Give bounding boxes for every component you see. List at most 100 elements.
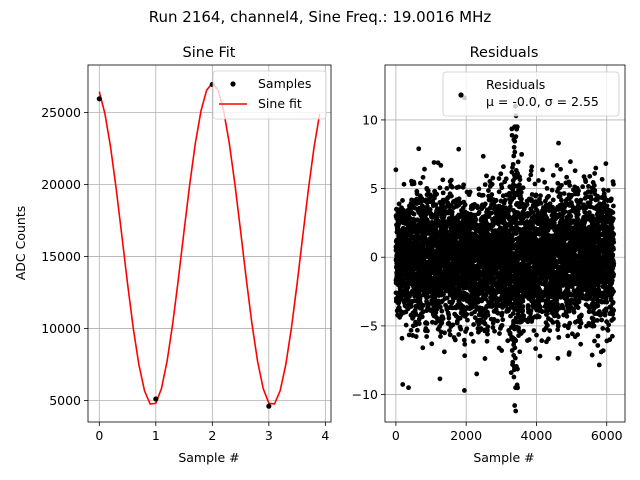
- residual-point: [464, 326, 470, 332]
- residual-point: [444, 186, 450, 191]
- sine-fit-ytick-label: 15000: [41, 249, 81, 264]
- residual-point: [521, 313, 527, 319]
- residual-point: [440, 177, 446, 183]
- residual-point: [519, 151, 525, 157]
- residual-point: [482, 356, 488, 361]
- residual-point: [536, 178, 541, 183]
- residual-point: [520, 185, 526, 191]
- residual-point: [470, 339, 476, 344]
- residual-point: [514, 124, 520, 130]
- residual-point: [546, 336, 551, 342]
- residual-point: [501, 164, 506, 170]
- residual-point: [413, 334, 419, 339]
- residual-point: [499, 310, 505, 316]
- residual-point: [498, 171, 504, 177]
- residual-point: [512, 345, 518, 351]
- sine-fit-title: Sine Fit: [183, 45, 236, 61]
- residual-point: [427, 207, 433, 212]
- residual-point: [555, 355, 561, 361]
- residual-point: [520, 308, 526, 314]
- legend-sine-fit-label: Sine fit: [258, 96, 302, 111]
- residual-point: [399, 335, 405, 341]
- residual-point: [465, 317, 470, 323]
- residual-point: [449, 193, 454, 199]
- residual-point: [462, 353, 468, 359]
- sine-fit-xtick-label: 4: [321, 428, 329, 443]
- residual-point: [531, 328, 537, 333]
- residual-point: [406, 385, 411, 391]
- residual-point: [502, 215, 508, 221]
- residual-point: [550, 197, 556, 203]
- residual-point: [464, 311, 470, 317]
- residual-point: [538, 200, 544, 206]
- residual-point: [532, 181, 538, 187]
- residual-point: [538, 193, 543, 199]
- residual-point: [396, 201, 402, 207]
- sine-fit-xtick-label: 2: [208, 428, 216, 443]
- sine-fit-plot-area: [96, 81, 321, 409]
- residual-point: [558, 197, 564, 203]
- residual-point: [444, 295, 450, 301]
- sample-point: [153, 396, 159, 402]
- figure-title: Run 2164, channel4, Sine Freq.: 19.0016 …: [149, 8, 492, 26]
- residual-point: [484, 173, 489, 179]
- residual-point: [496, 189, 502, 195]
- residual-point: [425, 294, 431, 300]
- residual-point: [496, 176, 502, 181]
- residual-point: [484, 338, 490, 344]
- residual-point: [512, 138, 518, 144]
- residual-point: [497, 331, 502, 336]
- residual-point: [400, 382, 406, 387]
- residual-point: [446, 315, 452, 321]
- residual-point: [536, 314, 542, 320]
- sine-fit-ylabel: ADC Counts: [13, 206, 28, 281]
- residual-point: [449, 209, 455, 215]
- residual-point: [425, 328, 430, 334]
- residual-point: [489, 192, 495, 197]
- residual-point: [518, 189, 524, 195]
- residual-point: [517, 349, 523, 355]
- residual-point: [461, 182, 467, 188]
- sine-fit-legend-box: [212, 70, 327, 120]
- residual-point: [558, 166, 563, 172]
- residual-point: [545, 322, 550, 328]
- residual-point: [401, 181, 407, 187]
- residual-point: [456, 332, 462, 337]
- residual-point: [510, 311, 516, 316]
- residual-point: [441, 292, 446, 297]
- residual-point: [400, 198, 405, 203]
- sine-fit-xtick-label: 3: [265, 428, 273, 443]
- residual-point: [499, 322, 505, 328]
- residual-point: [486, 188, 491, 193]
- residual-point: [424, 334, 430, 339]
- residual-point: [555, 323, 561, 329]
- residual-point: [429, 341, 435, 347]
- sample-point: [266, 403, 272, 409]
- residual-point: [495, 318, 500, 324]
- residual-point: [507, 204, 513, 210]
- residual-point: [511, 374, 517, 380]
- residual-point: [513, 338, 519, 344]
- residual-point: [549, 187, 555, 193]
- residuals-plot-area: [393, 95, 617, 414]
- residual-point: [445, 200, 450, 206]
- residual-point: [490, 175, 496, 181]
- residual-point: [556, 140, 561, 146]
- residual-point: [559, 182, 564, 188]
- residual-point: [556, 334, 562, 340]
- sine-fit-xlabel: Sample #: [178, 450, 239, 465]
- residual-point: [420, 303, 426, 308]
- residual-point: [485, 312, 491, 318]
- residual-point: [411, 211, 417, 217]
- residual-point: [533, 192, 539, 198]
- residual-point: [482, 182, 488, 188]
- residual-point: [475, 205, 481, 211]
- residual-point: [456, 184, 462, 190]
- residual-point: [471, 322, 476, 327]
- residual-point: [408, 327, 414, 333]
- residual-point: [411, 181, 417, 187]
- residual-point: [456, 146, 462, 152]
- residual-point: [412, 205, 418, 211]
